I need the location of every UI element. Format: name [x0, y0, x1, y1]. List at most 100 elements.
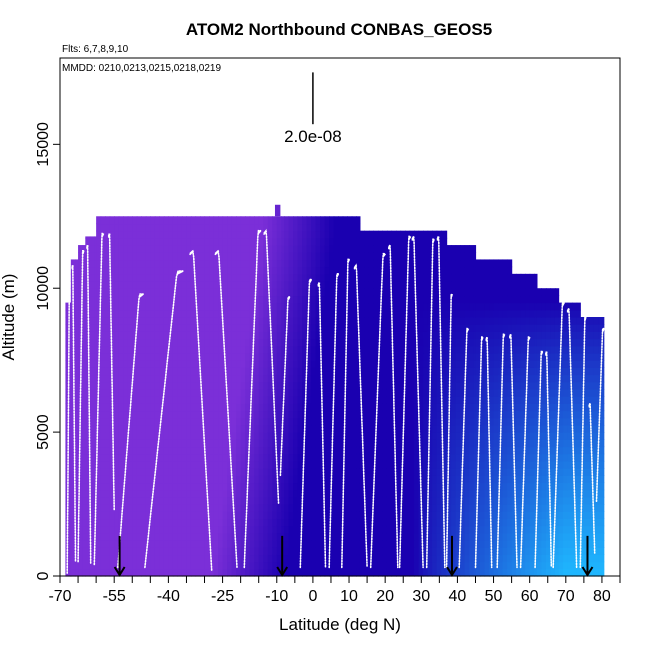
field-cell [222, 439, 228, 448]
field-cell [342, 360, 348, 368]
field-cell [249, 388, 255, 397]
field-cell [222, 252, 228, 261]
field-cell [70, 446, 76, 455]
field-cell [132, 281, 138, 289]
field-cell [414, 518, 420, 527]
field-cell [315, 540, 321, 548]
field-cell [132, 367, 138, 376]
field-cell [473, 245, 477, 253]
field-cell [127, 381, 133, 390]
field-cell [409, 288, 415, 297]
field-cell [396, 367, 402, 376]
field-cell [441, 259, 447, 268]
field-cell [75, 309, 79, 318]
field-cell [409, 345, 415, 354]
field-cell [480, 352, 486, 361]
field-cell [254, 388, 260, 397]
field-cell [154, 331, 160, 340]
field-cell [356, 540, 361, 548]
field-cell [123, 388, 129, 397]
field-cell [347, 324, 353, 332]
field-cell [181, 338, 188, 347]
field-cell [351, 496, 357, 505]
field-cell [446, 352, 452, 361]
field-cell [82, 417, 86, 426]
field-cell [382, 496, 388, 505]
field-cell [293, 245, 299, 253]
field-cell [181, 302, 188, 311]
field-cell [475, 496, 481, 505]
field-cell [109, 561, 115, 570]
field-cell [94, 302, 97, 311]
field-cell [297, 446, 303, 455]
field-cell [145, 295, 151, 304]
field-cell [218, 216, 224, 225]
field-cell [386, 511, 393, 520]
field-cell [159, 568, 165, 577]
field-cell [414, 360, 420, 368]
field-cell [163, 302, 169, 311]
field-cell [320, 338, 326, 347]
field-cell [200, 511, 206, 520]
field-cell [109, 266, 115, 275]
field-cell [377, 554, 384, 563]
field-cell [405, 381, 411, 390]
field-cell [432, 403, 438, 412]
field-cell [441, 237, 447, 246]
field-cell [396, 309, 402, 318]
field-cell [293, 475, 299, 484]
field-cell [329, 424, 335, 433]
field-cell [263, 309, 269, 318]
field-cell [297, 432, 303, 440]
field-cell [94, 259, 97, 268]
field-cell [263, 273, 269, 282]
field-cell [356, 446, 361, 455]
field-cell [364, 504, 370, 512]
field-cell [377, 374, 384, 383]
field-cell [507, 317, 513, 325]
field-cell [288, 460, 294, 469]
field-cell [75, 568, 79, 577]
field-cell [315, 288, 321, 297]
field-cell [441, 317, 447, 325]
field-cell [227, 489, 233, 498]
field-cell [460, 403, 466, 412]
field-cell [109, 288, 115, 297]
field-cell [267, 496, 273, 505]
field-cell [96, 230, 102, 239]
field-cell [284, 352, 290, 361]
field-cell [311, 352, 317, 361]
field-cell [231, 532, 237, 541]
field-cell [432, 324, 438, 332]
field-cell [351, 367, 357, 376]
field-cell [359, 338, 365, 347]
field-cell [441, 410, 447, 419]
field-cell [297, 273, 303, 282]
field-cell [89, 266, 95, 275]
field-cell [405, 331, 411, 340]
field-cell [342, 518, 348, 527]
field-cell [258, 482, 264, 491]
field-cell [118, 345, 124, 354]
field-cell [333, 345, 339, 354]
field-cell [181, 352, 188, 361]
field-cell [114, 410, 120, 419]
field-cell [293, 410, 299, 419]
field-cell [315, 352, 321, 361]
field-cell [154, 554, 160, 563]
field-cell [432, 396, 438, 404]
field-cell [311, 568, 317, 577]
field-cell [70, 424, 76, 433]
field-cell [267, 540, 273, 548]
field-cell [281, 518, 285, 527]
field-cell [172, 317, 179, 325]
field-cell [82, 288, 86, 297]
field-cell [493, 302, 499, 311]
field-cell [200, 374, 206, 383]
field-cell [154, 360, 160, 368]
field-cell [89, 511, 95, 520]
field-cell [409, 561, 415, 570]
field-cell [347, 439, 353, 448]
field-cell [445, 252, 448, 261]
field-cell [489, 410, 495, 419]
